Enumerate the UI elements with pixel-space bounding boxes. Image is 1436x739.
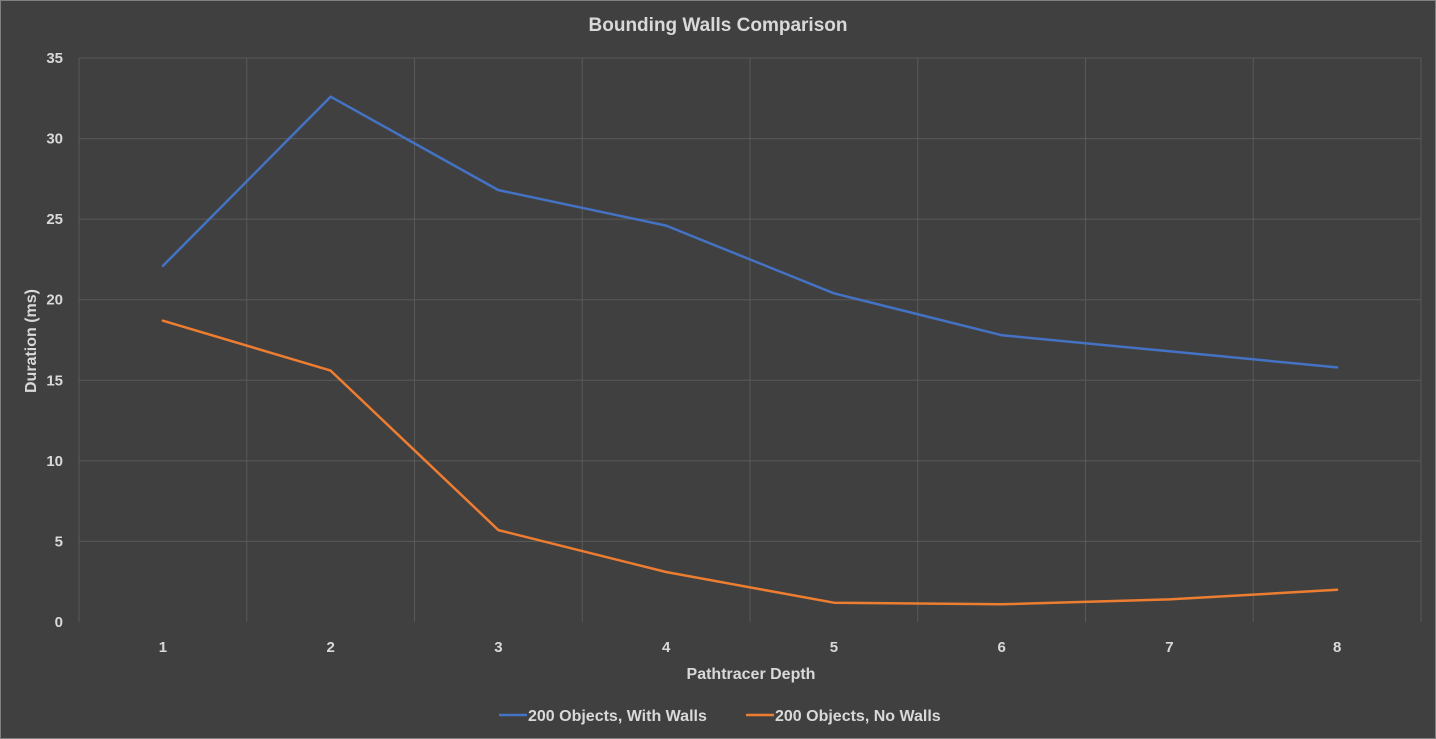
y-tick-label: 30 — [46, 131, 63, 148]
series-line-1 — [161, 95, 1339, 369]
y-tick-label: 35 — [46, 50, 63, 67]
x-tick-label: 2 — [326, 639, 334, 656]
series-line-2 — [161, 319, 1339, 606]
legend-label: 200 Objects, No Walls — [775, 708, 941, 725]
y-tick-label: 25 — [46, 211, 63, 228]
legend: 200 Objects, With Walls 200 Objects, No W… — [499, 708, 941, 725]
y-axis-ticks: 0 5 10 15 20 25 30 35 — [46, 50, 63, 631]
y-tick-label: 5 — [55, 533, 63, 550]
x-tick-label: 4 — [662, 639, 671, 656]
x-tick-label: 1 — [159, 639, 167, 656]
x-tick-label: 8 — [1333, 639, 1341, 656]
legend-label: 200 Objects, With Walls — [528, 708, 707, 725]
gridlines — [78, 57, 1422, 622]
x-tick-label: 5 — [830, 639, 838, 656]
x-tick-label: 7 — [1165, 639, 1173, 656]
chart-title: Bounding Walls Comparison — [589, 15, 848, 36]
y-tick-label: 10 — [46, 453, 63, 470]
x-axis-title: Pathtracer Depth — [687, 666, 816, 683]
x-tick-label: 6 — [997, 639, 1005, 656]
x-tick-label: 3 — [494, 639, 502, 656]
series-lines — [161, 95, 1339, 606]
y-tick-label: 20 — [46, 292, 63, 309]
y-axis-title: Duration (ms) — [23, 289, 40, 393]
y-tick-label: 15 — [46, 372, 63, 389]
y-tick-label: 0 — [55, 614, 63, 631]
x-axis-ticks: 1 2 3 4 5 6 7 8 — [159, 639, 1342, 656]
